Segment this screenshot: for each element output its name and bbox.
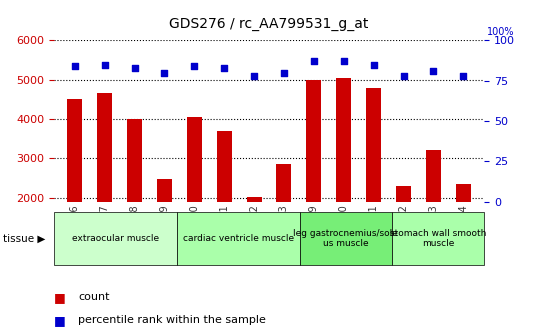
Bar — [336, 78, 351, 202]
Text: stomach wall smooth
muscle: stomach wall smooth muscle — [390, 229, 486, 248]
Text: leg gastrocnemius/sole
us muscle: leg gastrocnemius/sole us muscle — [293, 229, 398, 248]
Bar — [426, 151, 441, 202]
Text: 100%: 100% — [487, 27, 514, 37]
Point — [399, 73, 408, 79]
Point — [70, 64, 79, 69]
Text: ■: ■ — [54, 291, 66, 304]
Point — [280, 70, 288, 75]
Text: tissue ▶: tissue ▶ — [3, 234, 45, 244]
Point — [100, 62, 109, 67]
Point — [190, 64, 199, 69]
Text: cardiac ventricle muscle: cardiac ventricle muscle — [183, 234, 294, 243]
Bar — [366, 87, 381, 202]
Text: GDS276 / rc_AA799531_g_at: GDS276 / rc_AA799531_g_at — [169, 17, 369, 31]
Point — [160, 70, 169, 75]
Text: extraocular muscle: extraocular muscle — [72, 234, 159, 243]
Bar — [157, 179, 172, 202]
Point — [309, 58, 318, 64]
Point — [220, 65, 229, 71]
Point — [250, 73, 258, 79]
Bar — [246, 197, 261, 202]
Point — [459, 73, 468, 79]
Bar — [127, 119, 142, 202]
Bar — [456, 184, 471, 202]
Text: percentile rank within the sample: percentile rank within the sample — [78, 315, 266, 325]
Bar — [97, 93, 112, 202]
Point — [369, 62, 378, 67]
Bar — [217, 131, 232, 202]
Point — [339, 58, 348, 64]
Bar — [396, 186, 411, 202]
Bar — [306, 80, 321, 202]
Bar — [277, 164, 292, 202]
Bar — [187, 117, 202, 202]
Text: ■: ■ — [54, 314, 66, 327]
Bar — [67, 98, 82, 202]
Text: count: count — [78, 292, 110, 302]
Point — [130, 65, 139, 71]
Point — [429, 68, 438, 74]
